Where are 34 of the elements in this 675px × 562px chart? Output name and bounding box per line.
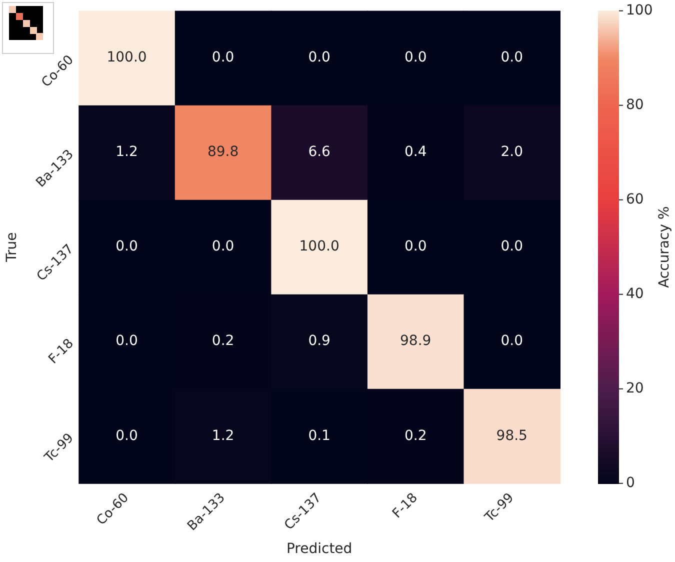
x-axis-title: Predicted <box>286 541 352 558</box>
data-label: 0.0 <box>116 238 138 255</box>
data-label: 98.9 <box>400 333 432 350</box>
color-bar-label: 60 <box>626 191 644 208</box>
color-bar-label: 80 <box>626 96 644 113</box>
data-label: 2.0 <box>500 144 523 160</box>
data-label: 0.1 <box>308 428 330 444</box>
data-label: 0.0 <box>212 50 234 66</box>
data-label: 1.2 <box>212 428 234 444</box>
data-label: 0.2 <box>212 333 234 350</box>
data-label: 0.2 <box>404 428 427 444</box>
data-label: 0.0 <box>404 238 427 255</box>
data-label: 0.0 <box>308 50 330 66</box>
data-label: 0.0 <box>212 238 234 255</box>
color-bar-label: 20 <box>626 380 644 396</box>
color-bar-label: 0 <box>626 475 635 492</box>
data-label: 0.0 <box>500 238 523 255</box>
data-label: 6.6 <box>308 144 331 160</box>
color-bar-label: 40 <box>626 286 644 302</box>
data-label: 0.9 <box>308 333 330 350</box>
data-label: 100.0 <box>299 238 340 255</box>
data-label: 89.8 <box>207 144 239 160</box>
data-label: 0.0 <box>404 50 427 66</box>
data-label: 0.0 <box>500 50 523 66</box>
color-bar-label: 100 <box>626 2 653 18</box>
data-label: 100.0 <box>106 50 147 66</box>
data-label: 0.0 <box>116 333 138 350</box>
data-label: 0.0 <box>500 333 523 350</box>
y-axis-title: True <box>4 232 20 263</box>
data-label: 98.5 <box>496 428 528 444</box>
data-label: 0.4 <box>404 144 427 160</box>
data-label: 0.0 <box>116 428 138 444</box>
color-bar-title: Accuracy % <box>656 206 673 288</box>
data-label: 1.2 <box>116 144 138 160</box>
